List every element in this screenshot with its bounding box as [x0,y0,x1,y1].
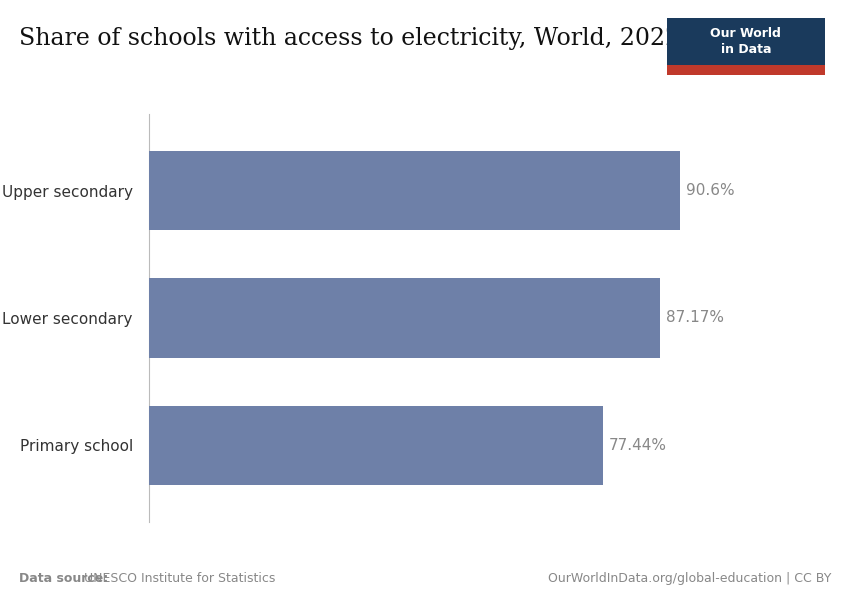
Bar [149,151,680,230]
Bar [149,278,660,358]
Text: 87.17%: 87.17% [666,311,724,325]
Text: UNESCO Institute for Statistics: UNESCO Institute for Statistics [80,572,275,585]
Bar [149,406,603,485]
Text: OurWorldInData.org/global-education | CC BY: OurWorldInData.org/global-education | CC… [548,572,831,585]
Text: 90.6%: 90.6% [686,183,734,198]
Text: Data source:: Data source: [19,572,108,585]
Text: 77.44%: 77.44% [609,438,666,453]
Text: Our World
in Data: Our World in Data [711,27,781,56]
Text: Share of schools with access to electricity, World, 2022: Share of schools with access to electric… [19,27,680,50]
